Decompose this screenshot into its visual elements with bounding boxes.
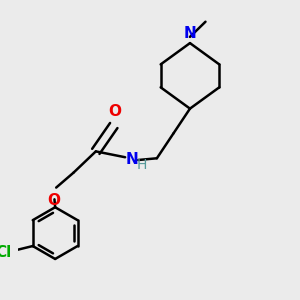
Text: Cl: Cl xyxy=(0,245,11,260)
Text: N: N xyxy=(126,152,138,167)
Text: O: O xyxy=(108,104,121,119)
Text: O: O xyxy=(47,194,60,208)
Text: N: N xyxy=(184,26,196,41)
Text: H: H xyxy=(136,158,147,172)
